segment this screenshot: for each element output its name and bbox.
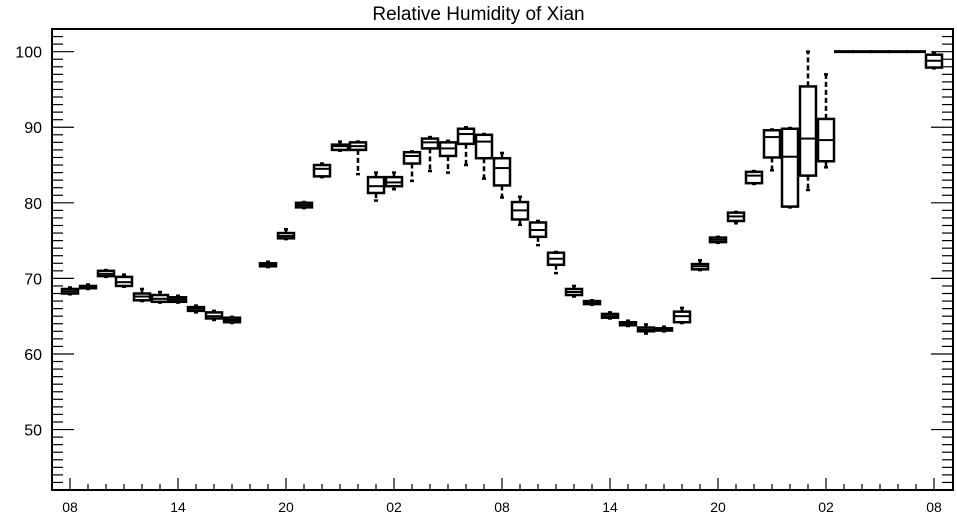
box-item bbox=[420, 135, 440, 173]
y-tick-label: 50 bbox=[24, 423, 42, 440]
box-item bbox=[96, 268, 116, 279]
box-item bbox=[150, 290, 170, 304]
x-tick-label: 14 bbox=[170, 499, 186, 515]
box-item bbox=[762, 128, 782, 172]
x-tick-label: 08 bbox=[62, 499, 78, 515]
box-item bbox=[474, 132, 494, 180]
box-item bbox=[690, 259, 710, 272]
box-item bbox=[132, 287, 152, 303]
x-tick-label: 02 bbox=[818, 499, 834, 515]
box-body bbox=[420, 137, 440, 150]
box-item bbox=[186, 304, 206, 314]
box-item bbox=[348, 140, 368, 176]
box-body bbox=[780, 127, 800, 208]
box-item bbox=[330, 140, 350, 152]
box-item bbox=[600, 311, 620, 320]
box-body bbox=[762, 129, 782, 159]
chart-title: Relative Humidity of Xian bbox=[372, 4, 585, 25]
box-item bbox=[402, 150, 422, 183]
box-item bbox=[816, 73, 836, 169]
box-body bbox=[798, 85, 818, 177]
box-body bbox=[744, 170, 764, 185]
box-item bbox=[528, 219, 548, 247]
box-item bbox=[438, 139, 458, 174]
y-axis: 50 60 70 80 90 100 bbox=[15, 35, 953, 484]
box-body bbox=[312, 163, 332, 178]
box-item bbox=[204, 309, 224, 322]
box-item bbox=[384, 171, 404, 191]
box-item bbox=[582, 299, 602, 307]
box-item bbox=[672, 306, 692, 325]
box-item bbox=[222, 315, 242, 325]
box-body bbox=[402, 150, 422, 165]
box-item bbox=[114, 273, 134, 288]
box-body bbox=[330, 143, 350, 152]
box-item bbox=[510, 195, 530, 226]
x-tick-label: 20 bbox=[278, 499, 294, 515]
box-item bbox=[636, 323, 656, 335]
box-item bbox=[312, 162, 332, 179]
box-item bbox=[294, 200, 314, 210]
box-item bbox=[456, 125, 476, 167]
box-item bbox=[726, 210, 746, 225]
box-item bbox=[168, 294, 188, 304]
box-item bbox=[366, 171, 386, 202]
box-item bbox=[798, 50, 818, 192]
box-item bbox=[708, 235, 728, 245]
x-tick-label: 08 bbox=[926, 499, 942, 515]
box-item bbox=[258, 260, 278, 269]
y-tick-label: 60 bbox=[24, 347, 42, 364]
box-item bbox=[744, 169, 764, 186]
x-tick-label: 14 bbox=[602, 499, 618, 515]
box-item bbox=[924, 51, 944, 70]
y-tick-label: 70 bbox=[24, 271, 42, 288]
box-body bbox=[456, 127, 476, 146]
box-item bbox=[546, 250, 566, 275]
box-item bbox=[276, 228, 296, 241]
x-tick-label: 08 bbox=[494, 499, 510, 515]
box-item bbox=[78, 283, 98, 291]
x-tick-label: 20 bbox=[710, 499, 726, 515]
x-axis: 08 14 20 02 08 14 20 02 08 bbox=[62, 478, 942, 515]
box-item bbox=[492, 151, 512, 199]
boxes bbox=[60, 50, 944, 335]
y-tick-label: 80 bbox=[24, 196, 42, 213]
box-item bbox=[564, 284, 584, 298]
box-item bbox=[654, 325, 674, 333]
box-item bbox=[618, 319, 638, 328]
box-body bbox=[366, 175, 386, 195]
y-tick-label: 100 bbox=[15, 45, 42, 62]
box-body bbox=[492, 156, 512, 187]
box-item bbox=[60, 286, 80, 296]
plot-frame bbox=[51, 28, 954, 491]
y-tick-label: 90 bbox=[24, 120, 42, 137]
box-item bbox=[780, 126, 800, 209]
x-tick-label: 02 bbox=[386, 499, 402, 515]
box-body bbox=[474, 133, 494, 160]
